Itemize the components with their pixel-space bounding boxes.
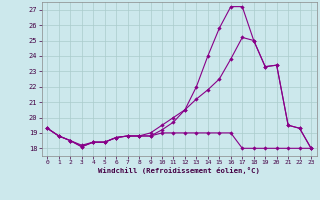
X-axis label: Windchill (Refroidissement éolien,°C): Windchill (Refroidissement éolien,°C): [98, 167, 260, 174]
